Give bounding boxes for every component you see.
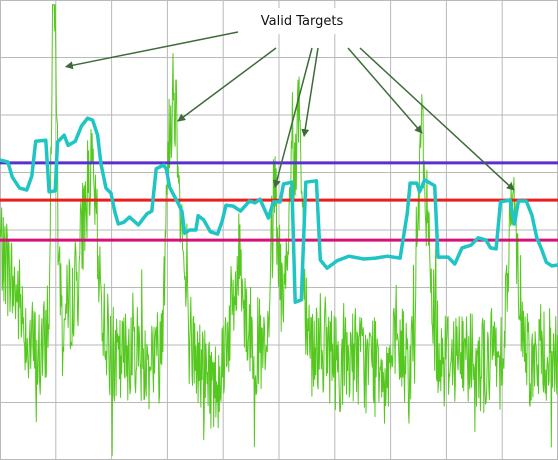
threshold-layer — [0, 116, 558, 304]
signal-trace — [0, 4, 558, 456]
target-arrow — [273, 47, 313, 189]
target-arrow — [347, 47, 423, 134]
target-arrow — [177, 47, 277, 122]
target-arrows — [64, 31, 515, 191]
threshold-trace — [0, 116, 558, 304]
target-arrow — [301, 47, 319, 138]
annotation: Valid Targets — [246, 8, 382, 34]
annotation-box — [246, 8, 382, 34]
target-arrow — [64, 31, 239, 70]
signal-layer — [0, 4, 558, 456]
annotation-label: Valid Targets — [261, 14, 344, 29]
target-arrow — [359, 47, 515, 191]
